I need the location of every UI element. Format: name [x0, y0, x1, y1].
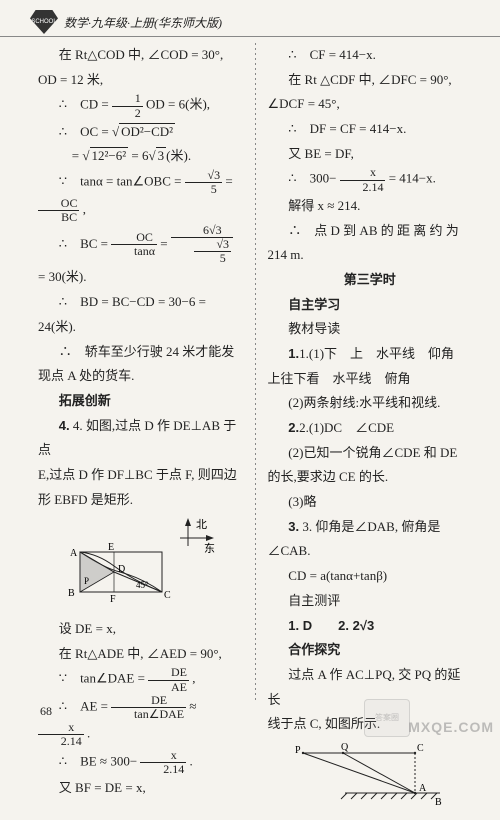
svg-text:东: 东: [204, 542, 215, 555]
svg-text:45°: 45°: [136, 580, 149, 590]
text-line: ∴ DF = CF = 414−x.: [268, 117, 473, 142]
svg-text:B: B: [435, 797, 442, 808]
figure-1: 北 东 A E B F C D 45° P: [38, 516, 243, 613]
text-line: E,过点 D 作 DF⊥BC 于点 F, 则四边: [38, 463, 243, 488]
svg-text:A: A: [70, 548, 78, 559]
text-line: 的长,要求边 CE 的长.: [268, 465, 473, 490]
text-line: 在 Rt△COD 中, ∠COD = 30°,: [38, 43, 243, 68]
text-line: 在 Rt△ADE 中, ∠AED = 90°,: [38, 642, 243, 667]
page-number: 68: [40, 704, 52, 719]
svg-text:A: A: [419, 783, 427, 794]
svg-text:E: E: [108, 542, 114, 553]
text-line: 现点 A 处的货车.: [38, 364, 243, 389]
sub-heading: 自主测评: [268, 589, 473, 614]
text-line: 上往下看 水平线 俯角: [268, 367, 473, 392]
svg-text:F: F: [110, 594, 116, 604]
figure-2: P Q C A B: [268, 741, 473, 820]
section-heading: 拓展创新: [38, 389, 243, 414]
header-text: 数学·九年级·上册(华东师大版): [64, 14, 222, 31]
column-divider: [255, 43, 256, 703]
text-line: 1. D 2. 2√3: [268, 614, 473, 639]
text-line: ∴ CF = 414−x.: [268, 43, 473, 68]
text-line: (2)已知一个锐角∠CDE 和 DE: [268, 441, 473, 466]
text-line: 214 m.: [268, 243, 473, 268]
content-columns: 在 Rt△COD 中, ∠COD = 30°, OD = 12 米, ∴ CD …: [0, 43, 500, 703]
equation: ∴ AE = DEtan∠DAE ≈ x2.14 .: [38, 694, 243, 749]
section-heading: 第三学时: [268, 268, 473, 293]
text-line: ∴ 点 D 到 AB 的 距 离 约 为: [268, 219, 473, 244]
text-line: 2.2.(1)DC ∠CDE: [268, 416, 473, 441]
svg-text:Q: Q: [341, 742, 349, 753]
text-line: (3)略: [268, 490, 473, 515]
stamp-icon: 答案圈: [364, 699, 410, 737]
equation: ∴ OC = √OD²−CD²: [38, 120, 243, 145]
equation: ∴ CD = 12 OD = 6(米),: [38, 92, 243, 119]
page-header: SCHOOL 数学·九年级·上册(华东师大版): [0, 0, 500, 37]
text-line: 3. 3. 仰角是∠DAB, 俯角是∠CAB.: [268, 515, 473, 564]
text-line: 1.1.(1)下 上 水平线 仰角: [268, 342, 473, 367]
equation: ∵ tanα = tan∠OBC = √35 = OCBC ,: [38, 169, 243, 224]
text-line: OD = 12 米,: [38, 68, 243, 93]
text-line: 又 BE = DF,: [268, 142, 473, 167]
text-line: 形 EBFD 是矩形.: [38, 488, 243, 513]
equation: ∴ BE ≈ 300− x2.14 .: [38, 749, 243, 776]
text-line: 又 BF = DE = x,: [38, 776, 243, 801]
svg-text:北: 北: [196, 518, 207, 531]
school-logo-icon: SCHOOL: [30, 10, 58, 34]
equation: ∵ tan∠DAE = DEAE ,: [38, 666, 243, 693]
text-line: (2)两条射线:水平线和视线.: [268, 391, 473, 416]
text-line: ∴ BD = BC−CD = 30−6 = 24(米).: [38, 290, 243, 339]
equation: ∴ BC = OCtanα = 6√3√35 = 30(米).: [38, 224, 243, 290]
svg-text:P: P: [295, 745, 301, 756]
svg-text:P: P: [84, 576, 89, 586]
watermark: MXQE.COM: [408, 719, 494, 735]
text-line: 解得 x ≈ 214.: [268, 194, 473, 219]
section-heading: 合作探究: [268, 638, 473, 663]
right-column: ∴ CF = 414−x. 在 Rt △CDF 中, ∠DFC = 90°, ∠…: [260, 43, 473, 703]
sub-heading: 教材导读: [268, 317, 473, 342]
left-column: 在 Rt△COD 中, ∠COD = 30°, OD = 12 米, ∴ CD …: [38, 43, 251, 703]
equation: ∴ 300− x2.14 = 414−x.: [268, 166, 473, 193]
text-line: 在 Rt △CDF 中, ∠DFC = 90°,: [268, 68, 473, 93]
equation: = √12²−6² = 6√3(米).: [38, 144, 243, 169]
svg-text:B: B: [68, 588, 75, 599]
text-line: ∠DCF = 45°,: [268, 92, 473, 117]
svg-text:C: C: [417, 743, 424, 754]
text-line: 4. 4. 如图,过点 D 作 DE⊥AB 于点: [38, 414, 243, 463]
section-heading: 自主学习: [268, 293, 473, 318]
text-line: 设 DE = x,: [38, 617, 243, 642]
text-line: CD = a(tanα+tanβ): [268, 564, 473, 589]
text-line: ∴ 轿车至少行驶 24 米才能发: [38, 340, 243, 365]
svg-text:C: C: [164, 590, 171, 601]
svg-text:D: D: [118, 564, 125, 575]
